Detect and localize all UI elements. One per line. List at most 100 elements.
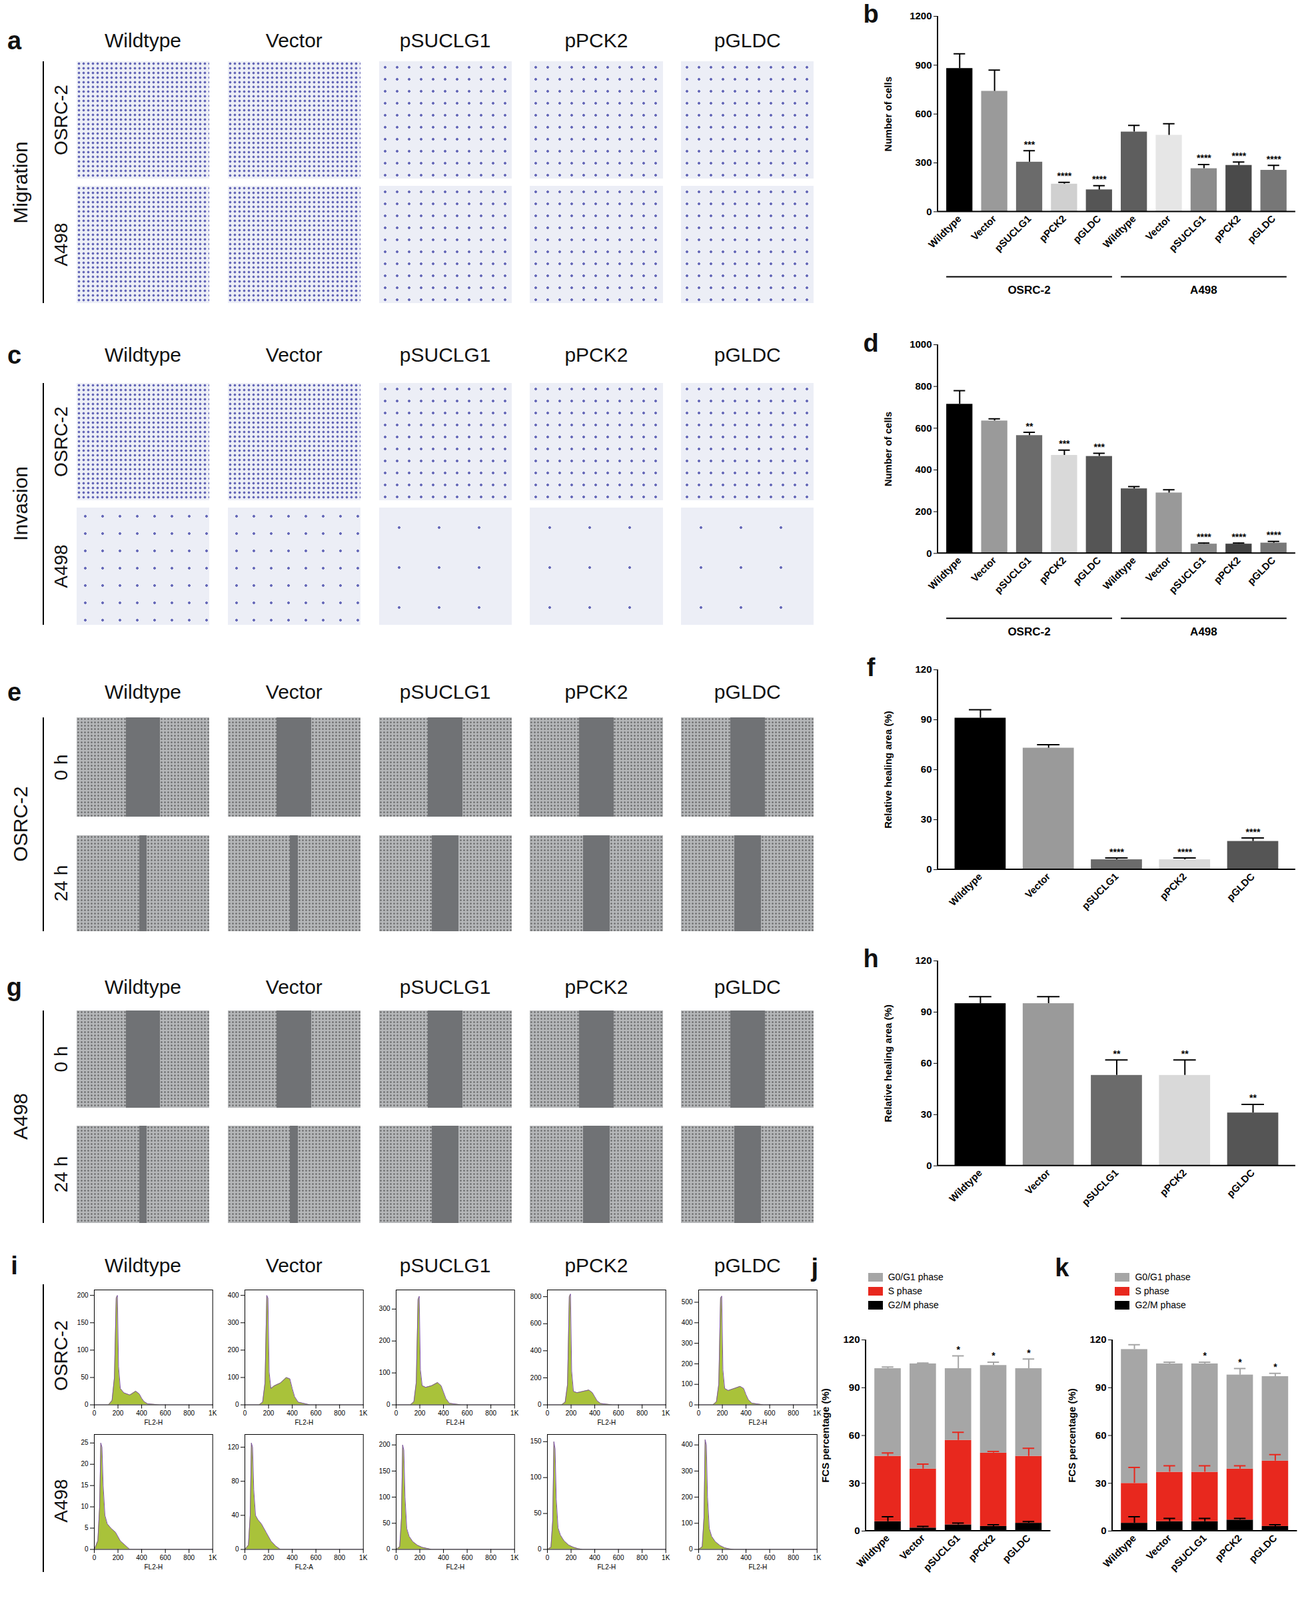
svg-text:pPCK2: pPCK2 [1212, 1532, 1245, 1564]
svg-text:pGLDC: pGLDC [1070, 212, 1104, 246]
svg-text:800: 800 [183, 1555, 195, 1563]
svg-text:100: 100 [530, 1474, 542, 1482]
svg-text:0: 0 [696, 1409, 701, 1418]
svg-text:800: 800 [485, 1409, 498, 1418]
svg-text:800: 800 [485, 1555, 498, 1563]
svg-text:0: 0 [394, 1409, 399, 1418]
svg-text:**: ** [1112, 1048, 1121, 1059]
svg-text:pSUCLG1: pSUCLG1 [1168, 1532, 1209, 1574]
svg-text:FL2-H: FL2-H [748, 1419, 767, 1427]
svg-text:200: 200 [716, 1555, 729, 1563]
svg-text:A498: A498 [1190, 283, 1218, 297]
svg-text:1K: 1K [510, 1409, 520, 1418]
svg-text:Number of cells: Number of cells [882, 411, 894, 487]
svg-text:600: 600 [764, 1555, 776, 1563]
svg-text:***: *** [1024, 139, 1036, 150]
svg-text:10: 10 [80, 1503, 89, 1512]
svg-text:0: 0 [91, 1555, 96, 1563]
svg-text:60: 60 [848, 1429, 860, 1442]
svg-text:60: 60 [920, 763, 933, 775]
svg-text:0: 0 [926, 205, 932, 218]
svg-text:*: * [991, 1350, 996, 1362]
svg-text:pSUCLG1: pSUCLG1 [1166, 555, 1208, 596]
svg-text:pSUCLG1: pSUCLG1 [1079, 1166, 1121, 1208]
svg-text:0: 0 [545, 1555, 550, 1563]
svg-text:Wildtype: Wildtype [1100, 1532, 1139, 1570]
svg-text:Vector: Vector [1022, 870, 1053, 901]
svg-text:600: 600 [613, 1409, 625, 1418]
svg-text:Vector: Vector [896, 1532, 927, 1563]
svg-text:OSRC-2: OSRC-2 [1007, 626, 1051, 640]
svg-text:400: 400 [227, 1292, 240, 1300]
svg-text:30: 30 [1095, 1477, 1107, 1489]
svg-text:400: 400 [287, 1409, 299, 1418]
svg-text:400: 400 [740, 1555, 752, 1563]
svg-text:****: **** [1092, 173, 1107, 185]
svg-text:1K: 1K [359, 1409, 369, 1418]
svg-text:600: 600 [310, 1555, 322, 1563]
svg-text:pPCK2: pPCK2 [1157, 870, 1189, 903]
svg-text:0: 0 [235, 1401, 240, 1409]
svg-text:0: 0 [84, 1401, 89, 1409]
svg-text:*: * [1274, 1361, 1279, 1373]
svg-text:****: **** [1231, 150, 1247, 162]
svg-text:Wildtype: Wildtype [926, 212, 964, 250]
svg-text:50: 50 [533, 1510, 542, 1518]
svg-text:400: 400 [530, 1347, 542, 1355]
svg-text:120: 120 [1090, 1333, 1107, 1346]
svg-text:200: 200 [77, 1292, 89, 1300]
svg-text:300: 300 [379, 1305, 391, 1313]
svg-text:600: 600 [159, 1555, 171, 1563]
svg-text:800: 800 [787, 1555, 799, 1563]
svg-text:0: 0 [545, 1409, 550, 1418]
svg-text:1200: 1200 [909, 9, 932, 22]
svg-text:50: 50 [383, 1519, 392, 1528]
svg-text:100: 100 [77, 1346, 89, 1354]
svg-text:****: **** [1056, 170, 1072, 182]
svg-text:**: ** [1025, 421, 1033, 432]
svg-text:0: 0 [537, 1546, 542, 1554]
svg-text:400: 400 [135, 1555, 148, 1563]
svg-text:200: 200 [681, 1493, 693, 1502]
svg-text:100: 100 [379, 1369, 391, 1377]
svg-text:90: 90 [920, 1006, 933, 1018]
svg-text:600: 600 [159, 1409, 171, 1418]
svg-text:FL2-H: FL2-H [446, 1563, 466, 1572]
svg-text:0: 0 [854, 1525, 860, 1537]
svg-text:200: 200 [414, 1409, 426, 1418]
svg-text:600: 600 [530, 1319, 542, 1328]
svg-text:5: 5 [84, 1525, 89, 1533]
svg-text:300: 300 [914, 156, 932, 168]
svg-text:800: 800 [530, 1293, 542, 1301]
svg-text:800: 800 [787, 1409, 799, 1418]
svg-text:pGLDC: pGLDC [1224, 1166, 1257, 1200]
svg-text:Vector: Vector [1143, 555, 1174, 586]
svg-text:1K: 1K [661, 1409, 671, 1418]
svg-text:Wildtype: Wildtype [1100, 555, 1138, 593]
svg-text:30: 30 [920, 813, 933, 825]
svg-text:Vector: Vector [1022, 1166, 1053, 1197]
svg-text:****: **** [1196, 531, 1212, 543]
svg-text:0: 0 [688, 1546, 693, 1554]
svg-text:FL2-H: FL2-H [597, 1419, 617, 1427]
svg-text:1K: 1K [208, 1555, 218, 1563]
svg-text:800: 800 [183, 1409, 195, 1418]
svg-text:200: 200 [379, 1441, 391, 1450]
svg-text:600: 600 [914, 422, 932, 434]
svg-text:****: **** [1109, 846, 1125, 857]
svg-text:pSUCLG1: pSUCLG1 [1079, 870, 1121, 912]
svg-text:****: **** [1246, 826, 1261, 837]
svg-text:400: 400 [589, 1555, 601, 1563]
svg-text:Vector: Vector [1144, 1532, 1175, 1563]
svg-text:400: 400 [135, 1409, 148, 1418]
svg-text:pPCK2: pPCK2 [1211, 212, 1243, 244]
svg-text:800: 800 [914, 380, 932, 392]
svg-text:100: 100 [681, 1519, 693, 1528]
svg-text:400: 400 [589, 1409, 601, 1418]
svg-text:Wildtype: Wildtype [854, 1532, 892, 1570]
svg-text:800: 800 [334, 1555, 346, 1563]
svg-text:****: **** [1266, 530, 1282, 542]
svg-text:FL2-A: FL2-A [295, 1563, 314, 1572]
svg-text:pPCK2: pPCK2 [1036, 555, 1069, 587]
svg-text:80: 80 [231, 1477, 240, 1486]
